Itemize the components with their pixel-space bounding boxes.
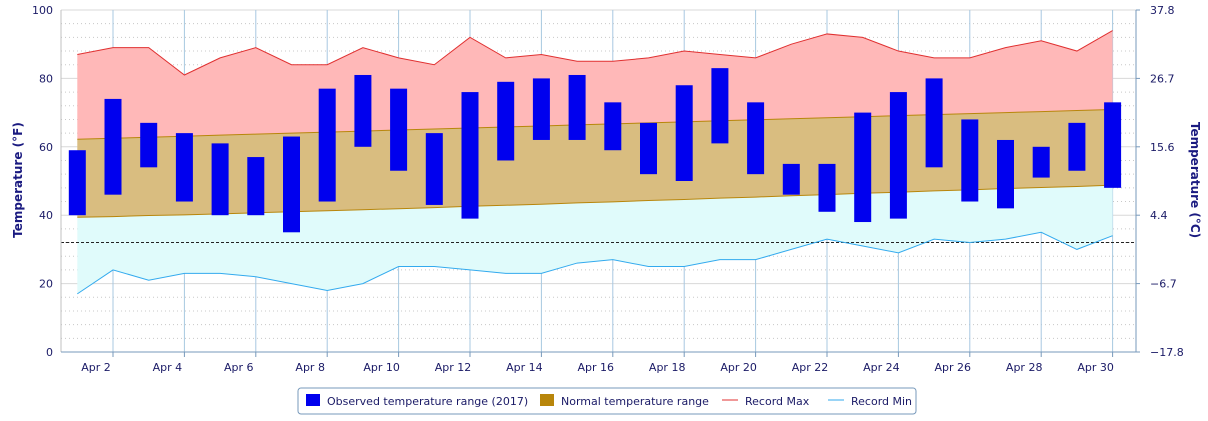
observed-bar xyxy=(997,139,1014,209)
x-tick-label: Apr 14 xyxy=(506,361,543,374)
x-tick-label: Apr 4 xyxy=(153,361,183,374)
observed-bar xyxy=(68,150,86,216)
observed-bar xyxy=(283,136,300,233)
observed-bar xyxy=(1032,146,1050,178)
legend-box xyxy=(297,387,917,415)
observed-bar xyxy=(461,92,479,219)
legend-observed-label[interactable]: Observed temperature range (2017) xyxy=(327,395,528,408)
record-min-band xyxy=(77,185,1113,294)
legend: Observed temperature range (2017) Normal… xyxy=(297,387,917,415)
record-max-band xyxy=(77,30,1113,140)
range-areas xyxy=(77,30,1113,294)
record-min-line xyxy=(77,231,1113,295)
x-tick-label: Apr 24 xyxy=(863,361,900,374)
x-tick-label: Apr 26 xyxy=(935,361,972,374)
legend-observed-swatch xyxy=(306,394,320,406)
y-tick-label-right: −17.8 xyxy=(1150,346,1184,359)
observed-bar xyxy=(747,102,765,175)
observed-bar xyxy=(640,122,657,175)
x-tick-label: Apr 20 xyxy=(720,361,757,374)
legend-record-min-label[interactable]: Record Min xyxy=(851,395,912,408)
observed-bar xyxy=(532,78,550,140)
observed-bar xyxy=(1068,122,1086,171)
observed-bar xyxy=(782,163,800,195)
observed-bar xyxy=(247,157,265,216)
y-tick-label-left: 80 xyxy=(39,72,53,85)
y-tick-label-right: 4.4 xyxy=(1150,209,1168,222)
x-tick-label: Apr 30 xyxy=(1077,361,1114,374)
x-tick-label: Apr 22 xyxy=(792,361,829,374)
observed-bar xyxy=(175,133,193,202)
y-axis-title-left: Temperature (°F) xyxy=(11,122,25,238)
y-tick-label-right: 15.6 xyxy=(1150,141,1175,154)
record-lines xyxy=(61,30,1136,295)
observed-bar xyxy=(140,122,158,168)
observed-bar xyxy=(568,74,586,140)
observed-bar xyxy=(818,163,836,212)
x-tick-label: Apr 2 xyxy=(81,361,111,374)
observed-bar xyxy=(889,92,907,219)
record-max-line xyxy=(77,30,1113,76)
legend-record-max-label[interactable]: Record Max xyxy=(745,395,810,408)
normal-range-band xyxy=(77,109,1113,218)
observed-bar xyxy=(925,78,943,168)
observed-bar xyxy=(104,98,122,195)
y-tick-label-right: 26.7 xyxy=(1150,72,1175,85)
x-tick-label: Apr 10 xyxy=(363,361,400,374)
x-tick-label: Apr 12 xyxy=(435,361,472,374)
y-tick-label-left: 0 xyxy=(46,346,53,359)
x-tick-label: Apr 16 xyxy=(578,361,615,374)
observed-bar xyxy=(318,88,336,202)
x-tick-label: Apr 28 xyxy=(1006,361,1043,374)
x-tick-label: Apr 8 xyxy=(295,361,325,374)
observed-bar xyxy=(1104,102,1122,188)
observed-bar xyxy=(854,112,872,223)
legend-normal-swatch xyxy=(540,394,554,406)
observed-bar xyxy=(961,119,979,202)
y-tick-label-left: 40 xyxy=(39,209,53,222)
observed-bar xyxy=(675,85,693,181)
y-tick-label-left: 100 xyxy=(32,4,53,17)
observed-bar xyxy=(425,133,443,205)
observed-bar xyxy=(497,81,515,161)
legend-normal-label[interactable]: Normal temperature range xyxy=(561,395,709,408)
y-tick-label-right: 37.8 xyxy=(1150,4,1175,17)
y-tick-label-right: −6.7 xyxy=(1150,278,1177,291)
observed-bar xyxy=(604,102,622,151)
y-tick-label-left: 20 xyxy=(39,278,53,291)
axes: 0 20 40 60 80 100 −17.8 −6.7 4.4 15.6 26.7 37.8 Apr … xyxy=(32,4,1184,374)
y-axis-title-right: Temperature (°C) xyxy=(1188,122,1202,238)
observed-bars xyxy=(68,68,1122,233)
observed-bar xyxy=(354,74,372,147)
observed-bar xyxy=(390,88,408,171)
observed-bar xyxy=(711,68,729,144)
observed-bar xyxy=(211,143,229,216)
x-tick-label: Apr 18 xyxy=(649,361,686,374)
y-tick-label-left: 60 xyxy=(39,141,53,154)
x-tick-label: Apr 6 xyxy=(224,361,254,374)
